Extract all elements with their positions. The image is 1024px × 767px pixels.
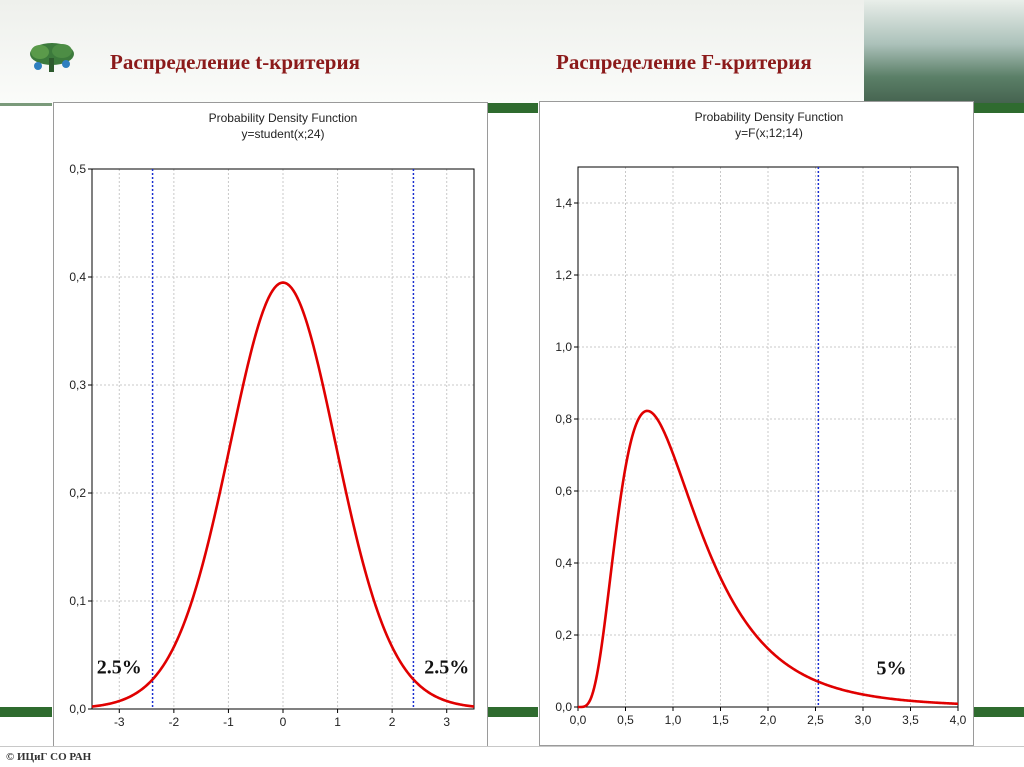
x-tick-label: 0 [280, 715, 287, 729]
header-rule-mid [486, 103, 538, 113]
x-tick-label: -3 [114, 715, 125, 729]
y-tick-label: 1,0 [555, 340, 572, 354]
y-tick-label: 0,0 [555, 700, 572, 714]
x-tick-label: 2 [389, 715, 396, 729]
x-tick-label: 3 [443, 715, 450, 729]
density-curve [578, 409, 959, 709]
f-distribution-panel: Probability Density Function y=F(x;12;14)… [539, 101, 974, 746]
footer-rule-left [0, 707, 52, 717]
x-tick-label: 3,5 [902, 713, 919, 727]
x-tick-label: 3,0 [855, 713, 872, 727]
x-tick-label: 0,5 [617, 713, 634, 727]
header-rule-left [0, 103, 52, 106]
x-tick-label: 1,5 [712, 713, 729, 727]
y-tick-label: 0,6 [555, 484, 572, 498]
tail-area-label: 5% [877, 658, 907, 680]
y-tick-label: 0,2 [69, 486, 86, 500]
header-landscape-image [864, 0, 1024, 110]
copyright-footer: © ИЦиГ СО РАН [6, 751, 92, 763]
y-tick-label: 0,4 [69, 270, 86, 284]
footer-rule-mid [486, 707, 538, 717]
title-t-distribution: Распределение t-критерия [110, 50, 360, 74]
y-tick-label: 0,1 [69, 594, 86, 608]
y-tick-label: 0,0 [69, 702, 86, 716]
y-tick-label: 1,4 [555, 196, 572, 210]
y-tick-label: 0,4 [555, 556, 572, 570]
x-tick-label: 0,0 [570, 713, 587, 727]
x-tick-label: -1 [223, 715, 234, 729]
x-tick-label: 1 [334, 715, 341, 729]
chart-subtitle: y=F(x;12;14) [735, 126, 803, 140]
footer-rule [0, 746, 1024, 747]
t-distribution-chart: Probability Density Function y=student(x;… [69, 111, 475, 729]
title-f-distribution: Распределение F-критерия [556, 50, 812, 74]
chart-title: Probability Density Function [209, 111, 358, 125]
x-tick-label: 2,5 [807, 713, 824, 727]
y-tick-label: 1,2 [555, 268, 572, 282]
x-tick-label: 1,0 [665, 713, 682, 727]
tail-area-label: 2.5% [424, 656, 469, 678]
y-tick-label: 0,8 [555, 412, 572, 426]
density-curve [91, 281, 475, 708]
tail-area-label: 2.5% [97, 656, 142, 678]
chart-subtitle: y=student(x;24) [241, 127, 324, 141]
x-tick-label: 2,0 [760, 713, 777, 727]
f-distribution-chart: Probability Density Function y=F(x;12;14)… [555, 110, 967, 727]
y-tick-label: 0,5 [69, 162, 86, 176]
chart-title: Probability Density Function [695, 110, 844, 124]
y-tick-label: 0,3 [69, 378, 86, 392]
x-tick-label: -2 [169, 715, 180, 729]
t-distribution-panel: Probability Density Function y=student(x;… [53, 102, 488, 747]
tree-logo-icon [30, 43, 74, 72]
header-background [0, 0, 1024, 105]
x-tick-label: 4,0 [950, 713, 967, 727]
footer-rule-right [972, 707, 1024, 717]
header-rule-right [972, 103, 1024, 113]
y-tick-label: 0,2 [555, 628, 572, 642]
